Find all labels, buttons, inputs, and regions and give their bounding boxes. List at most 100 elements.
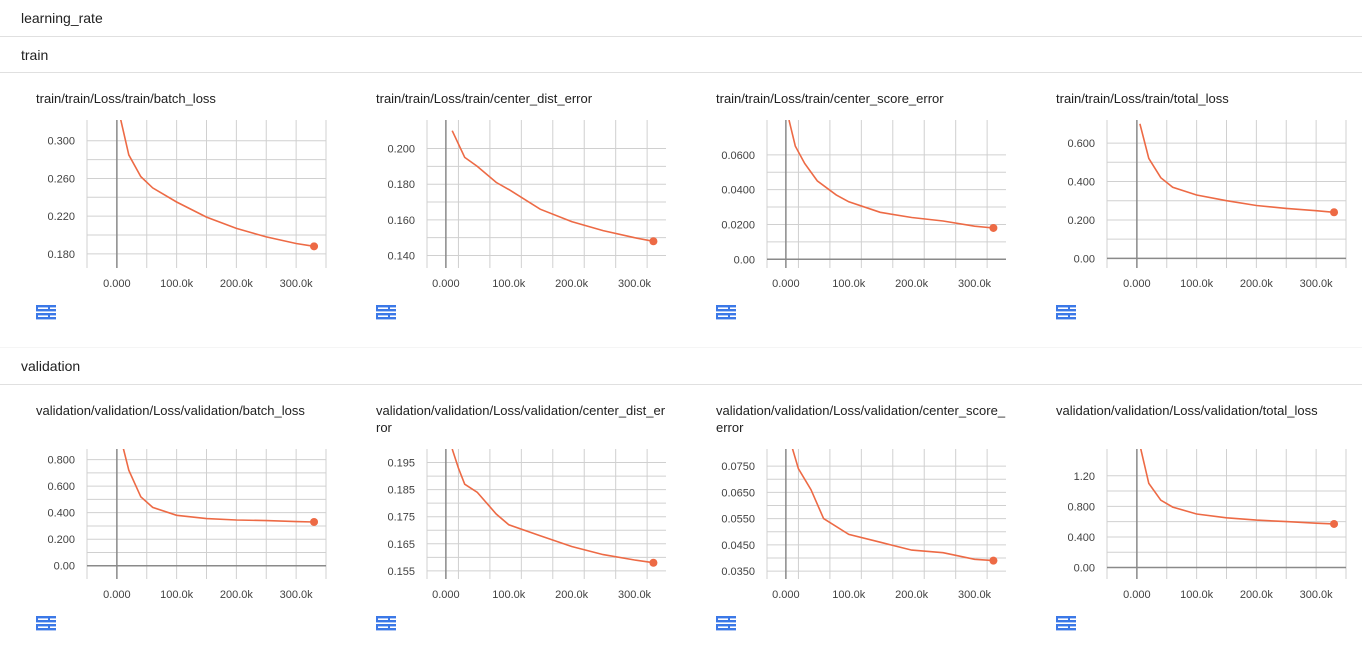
x-tick-label: 0.000 — [103, 589, 131, 601]
y-tick-label: 0.200 — [47, 534, 75, 546]
y-tick-label: 0.600 — [47, 481, 75, 493]
x-tick-label: 200.0k — [895, 278, 929, 290]
series-end-point — [310, 517, 319, 526]
series-end-point — [1330, 519, 1339, 528]
log-scale-icon — [376, 616, 396, 631]
y-tick-label: 0.155 — [387, 566, 415, 578]
x-tick-label: 200.0k — [220, 589, 254, 601]
y-tick-label: 1.20 — [1074, 471, 1095, 483]
toggle-log-scale-button[interactable] — [716, 613, 776, 633]
log-scale-icon — [716, 305, 736, 320]
toggle-log-scale-button[interactable] — [376, 613, 436, 633]
train-panel-area — [0, 73, 1362, 347]
chart-card-train-4: train/train/Loss/train/total_loss 0.600 0.… — [1056, 90, 1362, 330]
x-tick-label: 200.0k — [555, 278, 589, 290]
x-tick-label: 300.0k — [618, 589, 652, 601]
y-tick-label: 0.00 — [1074, 563, 1095, 575]
chart-title: validation/validation/Loss/validation/ba… — [36, 403, 305, 418]
chart-controls — [716, 613, 776, 633]
chart-title: validation/validation/Loss/validation/ce… — [376, 403, 666, 435]
chart-card-train-2: train/train/Loss/train/center_dist_error… — [376, 90, 706, 330]
x-tick-label: 0.000 — [772, 278, 800, 290]
chart-card-train-1: train/train/Loss/train/batch_loss 0.300 0.… — [36, 90, 366, 330]
y-tick-label: 0.00 — [1074, 253, 1095, 265]
y-tick-label: 0.00 — [734, 254, 755, 266]
series-line — [1139, 123, 1335, 214]
y-tick-label: 0.160 — [387, 215, 415, 227]
y-tick-label: 0.175 — [387, 512, 415, 524]
series-end-point — [989, 223, 998, 232]
chart-title: validation/validation/Loss/validation/to… — [1056, 403, 1318, 418]
series-end-point — [649, 558, 658, 567]
y-tick-label: 0.180 — [47, 249, 75, 261]
y-tick-label: 0.200 — [1067, 215, 1095, 227]
y-tick-label: 0.185 — [387, 485, 415, 497]
chart-title: validation/validation/Loss/validation/ce… — [716, 403, 1006, 435]
x-tick-label: 100.0k — [1180, 589, 1214, 601]
toggle-log-scale-button[interactable] — [1056, 613, 1116, 633]
x-tick-label: 200.0k — [220, 278, 254, 290]
line-chart[interactable]: 0.600 0.400 0.200 0.00 0.000 100.0k 200.0k 300.… — [1056, 120, 1356, 292]
header-validation[interactable]: validation — [0, 348, 1362, 385]
series-line — [119, 120, 315, 248]
y-tick-label: 0.600 — [1067, 138, 1095, 150]
log-scale-icon — [36, 616, 56, 631]
chart-controls — [1056, 302, 1116, 322]
series-line — [451, 449, 654, 564]
series-line — [1139, 449, 1335, 525]
line-chart[interactable]: 1.20 0.800 0.400 0.00 0.000 100.0k 200.0k 300.0… — [1056, 449, 1356, 603]
chart-card-validation-4: validation/validation/Loss/validation/to… — [1056, 402, 1362, 642]
chart-card-validation-3: validation/validation/Loss/validation/ce… — [716, 402, 1046, 642]
toggle-log-scale-button[interactable] — [716, 302, 776, 322]
y-tick-label: 0.0400 — [721, 185, 755, 197]
log-scale-icon — [36, 305, 56, 320]
log-scale-icon — [716, 616, 736, 631]
x-tick-label: 200.0k — [1240, 278, 1274, 290]
x-tick-label: 100.0k — [492, 589, 526, 601]
toggle-log-scale-button[interactable] — [36, 613, 96, 633]
chart-controls — [716, 302, 776, 322]
chart-card-validation-1: validation/validation/Loss/validation/ba… — [36, 402, 366, 642]
header-learning-rate[interactable]: learning_rate — [0, 0, 1362, 37]
line-chart[interactable]: 0.300 0.260 0.220 0.180 0.000 100.0k 200.0k 300… — [36, 120, 336, 292]
x-tick-label: 100.0k — [1180, 278, 1214, 290]
x-tick-label: 0.000 — [772, 589, 800, 601]
y-tick-label: 0.180 — [387, 179, 415, 191]
log-scale-icon — [1056, 616, 1076, 631]
x-tick-label: 0.000 — [432, 589, 460, 601]
series-end-point — [649, 237, 658, 246]
header-learning-rate-label: learning_rate — [21, 10, 103, 26]
x-tick-label: 0.000 — [103, 278, 131, 290]
line-chart[interactable]: 0.0600 0.0400 0.0200 0.00 0.000 100.0k 200.0k 3… — [716, 120, 1016, 292]
y-tick-label: 0.165 — [387, 539, 415, 551]
y-tick-label: 0.0650 — [721, 487, 755, 499]
chart-title: train/train/Loss/train/center_score_erro… — [716, 91, 944, 106]
header-train[interactable]: train — [0, 37, 1362, 73]
x-tick-label: 200.0k — [555, 589, 589, 601]
line-chart[interactable]: 0.200 0.180 0.160 0.140 0.000 100.0k 200.0k 300… — [376, 120, 676, 292]
chart-controls — [376, 302, 436, 322]
x-tick-label: 0.000 — [432, 278, 460, 290]
x-tick-label: 100.0k — [832, 278, 866, 290]
y-tick-label: 0.400 — [1067, 177, 1095, 189]
chart-title: train/train/Loss/train/center_dist_error — [376, 91, 593, 106]
series-end-point — [989, 556, 998, 565]
y-tick-label: 0.140 — [387, 251, 415, 263]
line-chart[interactable]: 0.0750 0.0650 0.0550 0.0450 0.0350 0.000 100.0… — [716, 449, 1016, 603]
line-chart[interactable]: 0.800 0.600 0.400 0.200 0.00 0.000 100.0k 200.0… — [36, 449, 336, 603]
log-scale-icon — [376, 305, 396, 320]
y-tick-label: 0.800 — [1067, 501, 1095, 513]
x-tick-label: 300.0k — [1300, 278, 1334, 290]
y-tick-label: 0.0550 — [721, 514, 755, 526]
toggle-log-scale-button[interactable] — [36, 302, 96, 322]
y-tick-label: 0.300 — [47, 136, 75, 148]
chart-title: train/train/Loss/train/total_loss — [1056, 91, 1229, 106]
chart-card-validation-2: validation/validation/Loss/validation/ce… — [376, 402, 706, 642]
toggle-log-scale-button[interactable] — [376, 302, 436, 322]
series-line — [791, 449, 994, 562]
line-chart[interactable]: 0.195 0.185 0.175 0.165 0.155 0.000 100.0k 200.… — [376, 449, 676, 603]
x-tick-label: 300.0k — [958, 278, 992, 290]
toggle-log-scale-button[interactable] — [1056, 302, 1116, 322]
x-tick-label: 200.0k — [895, 589, 929, 601]
y-tick-label: 0.195 — [387, 458, 415, 470]
